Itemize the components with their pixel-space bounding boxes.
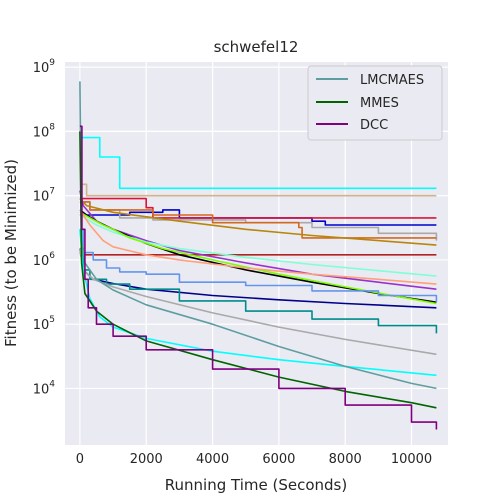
series-layer — [79, 81, 438, 430]
series-line — [79, 248, 437, 356]
series-line-lmcmaes — [79, 81, 437, 390]
legend-label-dcc: DCC — [360, 118, 388, 133]
legend-label-lmcmaes: LMCMAES — [360, 73, 424, 88]
x-tick-label: 2000 — [130, 452, 163, 467]
y-ticks: 104 105 106 107 108 109 — [33, 58, 56, 397]
y-tick-label: 108 — [33, 122, 56, 140]
x-ticks: 0 2000 4000 6000 8000 10000 — [76, 452, 432, 467]
series-line — [79, 136, 437, 190]
y-tick-label: 104 — [33, 379, 56, 397]
series-line — [79, 211, 437, 305]
x-tick-label: 4000 — [196, 452, 229, 467]
x-tick-label: 10000 — [391, 452, 432, 467]
y-axis-label: Fitness (to be Minimized) — [2, 159, 20, 347]
y-tick-label: 107 — [33, 187, 55, 205]
chart-title: schwefel12 — [214, 38, 299, 56]
y-tick-label: 109 — [33, 58, 56, 76]
legend: LMCMAES MMES DCC — [307, 65, 443, 141]
series-line — [79, 209, 437, 285]
series-line-dcc — [79, 125, 438, 430]
y-tick-label: 105 — [33, 315, 55, 333]
legend-label-mmes: MMES — [360, 96, 399, 111]
series-line — [79, 198, 437, 246]
x-tick-label: 6000 — [262, 452, 295, 467]
series-line — [79, 183, 437, 197]
series-line — [79, 201, 437, 239]
x-tick-label: 8000 — [329, 452, 362, 467]
x-tick-label: 0 — [76, 452, 84, 467]
series-line — [79, 228, 438, 303]
legend-box — [307, 65, 443, 141]
x-axis-label: Running Time (Seconds) — [165, 476, 347, 494]
y-tick-label: 106 — [33, 251, 56, 269]
series-line — [79, 214, 437, 277]
